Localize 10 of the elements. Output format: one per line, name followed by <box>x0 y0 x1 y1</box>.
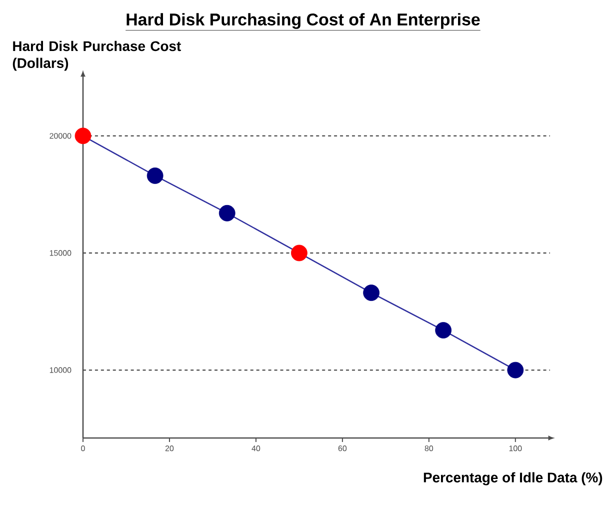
point <box>507 362 524 378</box>
point <box>74 128 92 144</box>
point <box>435 322 452 338</box>
point <box>291 244 308 262</box>
point <box>363 284 380 301</box>
point <box>146 168 164 184</box>
y-axis-title: Hard Disk Purchase Cost (Dollars) <box>12 40 181 71</box>
chart-title: Hard Disk Purchasing Cost of An Enterprise <box>126 13 480 29</box>
x-axis-title: Percentage of Idle Data (%) <box>424 472 602 486</box>
point <box>218 204 236 222</box>
